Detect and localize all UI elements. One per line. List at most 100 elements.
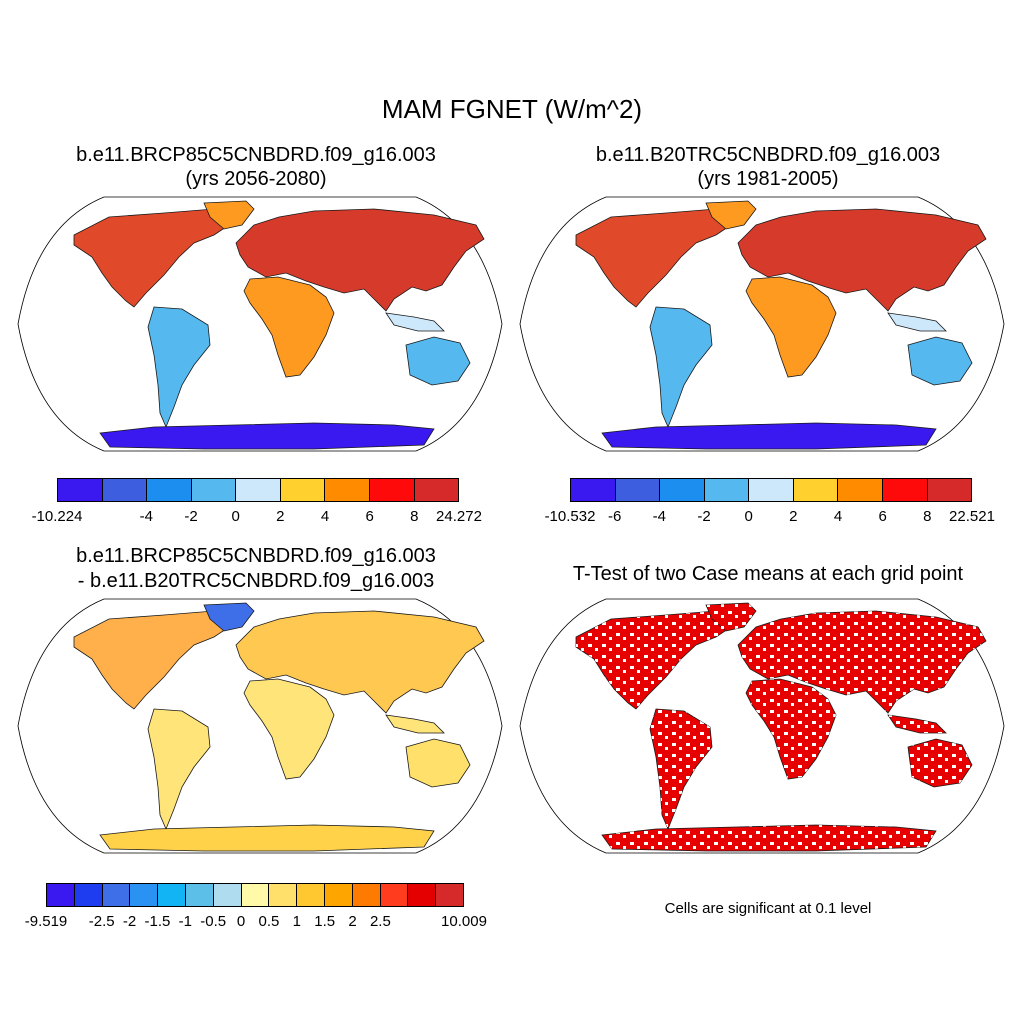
map-future-southAmerica: [147, 306, 211, 429]
map-ttest-indonesia-gaps: [888, 715, 946, 733]
map-historical-australia: [907, 336, 973, 386]
colorbar-historical-tick-label: -4: [652, 508, 666, 525]
colorbar-historical-tick-label: -2: [697, 508, 711, 525]
panel-historical-years: (yrs 1981-2005): [697, 168, 839, 190]
map-historical-southAmerica: [649, 306, 713, 429]
colorbar-historical-tick-label: 4: [833, 508, 843, 525]
colorbar-difference-tick-label: -9.519: [24, 913, 68, 930]
colorbar-future-swatch: [236, 479, 281, 501]
map-difference-indonesia: [385, 714, 445, 734]
colorbar-future-tick-label: 2: [276, 508, 285, 525]
colorbar-difference-swatch: [380, 884, 409, 906]
map-ttest-australia-gaps: [908, 739, 972, 787]
colorbar-historical-tick-label: -6: [607, 508, 622, 525]
colorbar-historical-swatch: [793, 479, 839, 501]
colorbar-future-tick-label: 4: [320, 508, 330, 525]
map-historical-greenland: [705, 200, 757, 230]
colorbar-difference-tick-label: 0.5: [258, 913, 280, 930]
colorbar-difference-swatch: [74, 884, 103, 906]
colorbar-difference-swatch: [47, 884, 75, 906]
map-ttest-africa-gaps: [746, 679, 836, 779]
colorbar-difference-tick-label: -2: [122, 913, 137, 930]
colorbar-future-swatch: [369, 479, 415, 501]
colorbar-future-swatch: [280, 479, 326, 501]
colorbar-difference-swatch: [213, 884, 242, 906]
panel-ttest-title: T-Test of two Case means at each grid po…: [572, 563, 964, 585]
map-difference-antarctica: [99, 824, 435, 852]
colorbar-difference-tick-label: 2.5: [369, 913, 391, 930]
map-future-northAmerica: [73, 208, 230, 308]
colorbar-historical-swatch: [615, 479, 661, 501]
colorbar-difference-tick-label: -0.5: [200, 913, 227, 930]
colorbar-difference-swatch: [130, 884, 159, 906]
colorbar-future-tick-label: 24.272: [436, 508, 482, 525]
colorbar-difference-tick-label: 1: [292, 913, 301, 930]
colorbar-future-swatch: [191, 479, 237, 501]
colorbar-future-tick-label: 0: [231, 508, 240, 525]
colorbar-difference-tick-label: -2.5: [88, 913, 115, 930]
colorbar-difference-swatch: [352, 884, 381, 906]
colorbar-future-ticks: -10.224 -4 -2 0 2 4 6 8 24.272: [32, 508, 482, 528]
colorbar-difference-tick-label: 10.009: [441, 913, 487, 930]
colorbar-historical-swatch: [838, 479, 883, 501]
colorbar-future-tick-label: 8: [410, 508, 419, 525]
colorbar-difference-tick-label: -1: [178, 913, 192, 930]
map-historical-africa: [745, 276, 837, 378]
panel-difference-title: b.e11.BRCP85C5CNBDRD.f09_g16.003: [76, 545, 436, 567]
map-historical-indonesia: [887, 312, 947, 332]
map-historical-eurasia: [737, 208, 987, 312]
map-historical: [519, 196, 1005, 452]
map-future: [17, 196, 503, 452]
colorbar-future-tick-label: 6: [365, 508, 374, 525]
map-future-eurasia: [235, 208, 485, 312]
colorbar-difference-swatch: [241, 884, 270, 906]
colorbar-historical-swatch: [571, 479, 616, 501]
panel-future-title: b.e11.BRCP85C5CNBDRD.f09_g16.003: [76, 144, 436, 166]
colorbar-future: [57, 478, 459, 502]
panel-future-years: (yrs 2056-2080): [185, 168, 327, 190]
panel-difference-subtitle: - b.e11.B20TRC5CNBDRD.f09_g16.003: [77, 570, 435, 592]
colorbar-historical-swatch: [704, 479, 750, 501]
colorbar-difference-swatch: [269, 884, 298, 906]
colorbar-historical-tick-label: 6: [878, 508, 887, 525]
colorbar-difference-swatch: [436, 884, 463, 906]
colorbar-future-tick-label: -4: [139, 508, 153, 525]
colorbar-future-swatch: [147, 479, 192, 501]
colorbar-difference-swatch: [102, 884, 131, 906]
colorbar-historical-tick-label: -10.532: [544, 508, 596, 525]
map-ttest: [519, 598, 1005, 854]
colorbar-difference-tick-label: 2: [348, 913, 357, 930]
colorbar-future-tick-label: -10.224: [31, 508, 83, 525]
map-difference-greenland: [203, 602, 255, 632]
colorbar-future-swatch: [414, 479, 459, 501]
colorbar-historical-tick-label: 22.521: [949, 508, 995, 525]
colorbar-future-swatch: [58, 479, 103, 501]
map-ttest-southAmerica-gaps: [650, 709, 712, 829]
map-difference-northAmerica: [73, 610, 230, 710]
colorbar-difference-swatch: [324, 884, 353, 906]
ttest-significance-note: Cells are significant at 0.1 level: [664, 900, 872, 917]
map-historical-northAmerica: [575, 208, 732, 308]
map-difference: [17, 598, 503, 854]
colorbar-historical-swatch: [660, 479, 705, 501]
colorbar-historical-tick-label: 2: [789, 508, 798, 525]
colorbar-historical: [570, 478, 972, 502]
colorbar-future-swatch: [102, 479, 148, 501]
map-difference-australia: [405, 738, 471, 788]
colorbar-future-swatch: [325, 479, 370, 501]
colorbar-difference-tick-label: 0: [236, 913, 246, 930]
map-historical-antarctica: [601, 422, 937, 450]
colorbar-difference-swatch: [158, 884, 186, 906]
panel-historical-title: b.e11.B20TRC5CNBDRD.f09_g16.003: [595, 144, 941, 166]
map-future-antarctica: [99, 422, 435, 450]
colorbar-historical-tick-label: 8: [923, 508, 932, 525]
colorbar-historical-tick-label: 0: [744, 508, 753, 525]
map-difference-africa: [243, 678, 335, 780]
colorbar-difference-ticks: -9.519 -2.5 -2 -1.5 -1 -0.5 0 0.5 1 1.5 2 2.5 10.009: [25, 913, 487, 933]
colorbar-historical-ticks: -10.532 -6 -4 -2 0 2 4 6 8 22.521: [545, 508, 995, 528]
colorbar-future-tick-label: -2: [184, 508, 198, 525]
colorbar-historical-swatch: [749, 479, 794, 501]
map-difference-southAmerica: [147, 708, 211, 831]
colorbar-difference-swatch: [408, 884, 437, 906]
colorbar-difference-tick-label: -1.5: [144, 913, 171, 930]
